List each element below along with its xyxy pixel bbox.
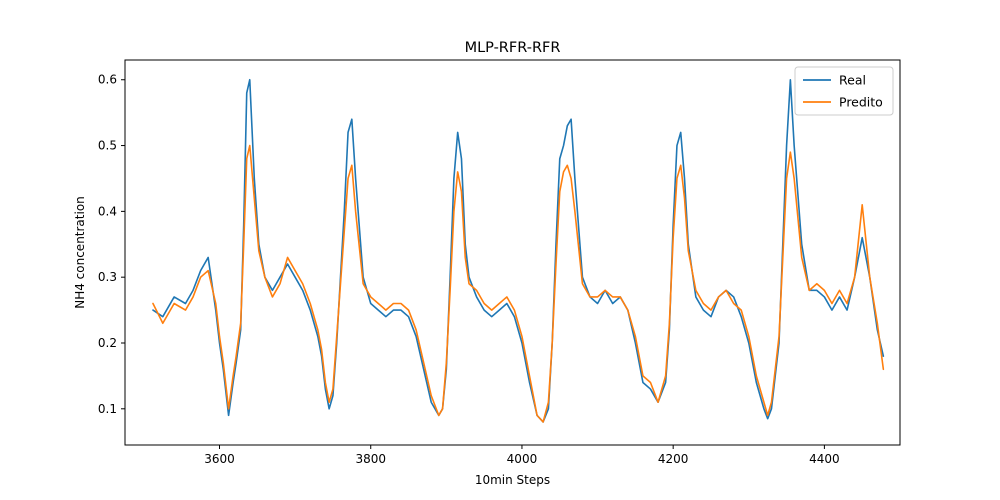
x-tick-label: 4400 [809, 452, 840, 466]
y-tick-label: 0.6 [98, 73, 117, 87]
x-tick-label: 4000 [507, 452, 538, 466]
series-group [152, 78, 885, 423]
y-tick-label: 0.4 [98, 204, 117, 218]
legend-label: Predito [839, 95, 883, 110]
y-axis-label: NH4 concentration [73, 196, 87, 309]
x-axis: 3600 3800 4000 4200 4400 [204, 445, 840, 466]
legend: Real Predito [794, 66, 894, 116]
chart-title: MLP-RFR-RFR [465, 40, 561, 56]
x-tick-label: 3800 [355, 452, 386, 466]
y-tick-label: 0.2 [98, 336, 117, 350]
x-tick-label: 4200 [658, 452, 689, 466]
series-line-real [152, 78, 885, 423]
y-tick-label: 0.3 [98, 270, 117, 284]
plot-area [124, 59, 901, 446]
legend-box [794, 66, 894, 116]
plot-frame [124, 59, 901, 446]
x-tick-label: 3600 [204, 452, 235, 466]
y-tick-label: 0.1 [98, 402, 117, 416]
legend-label: Real [839, 73, 866, 88]
series-line-predito [152, 144, 885, 423]
y-axis: 0.1 0.2 0.3 0.4 0.5 0.6 [98, 73, 125, 416]
x-axis-label: 10min Steps [475, 473, 550, 487]
y-tick-label: 0.5 [98, 139, 117, 153]
